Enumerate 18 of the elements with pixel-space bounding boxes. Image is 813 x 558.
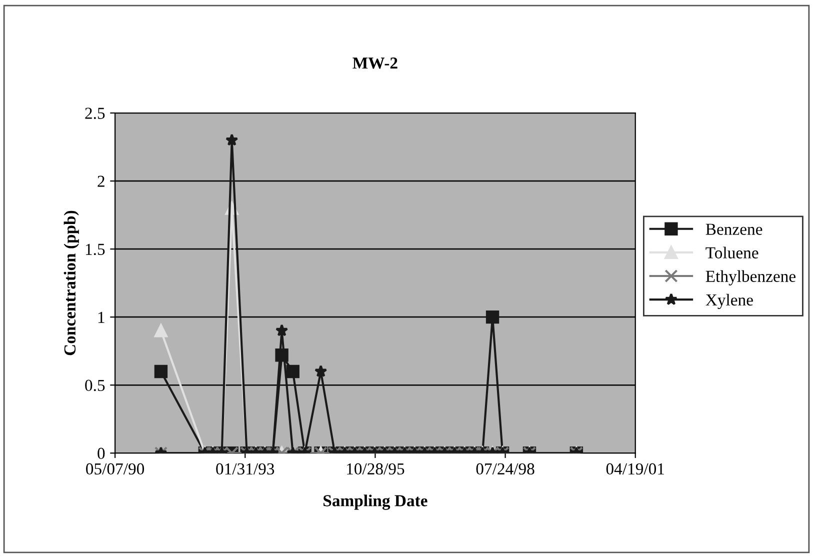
legend-label: Ethylbenzene — [706, 270, 796, 286]
x-tick-label: 01/31/93 — [216, 463, 274, 475]
x-tick-label: 04/19/01 — [606, 463, 664, 475]
y-tick-label: 1.5 — [86, 244, 105, 256]
y-tick-label: 0.5 — [85, 380, 105, 392]
x-tick-label: 05/07/90 — [86, 463, 144, 475]
y-tick-label: 2.5 — [85, 108, 105, 120]
x-tick-label: 07/24/98 — [476, 463, 534, 475]
y-axis-title: Concentration (ppb) — [64, 210, 79, 356]
chart-title: MW-2 — [352, 58, 398, 69]
legend-label: Toluene — [706, 246, 758, 258]
y-tick-label: 0 — [98, 448, 105, 460]
y-tick-label: 2 — [98, 176, 104, 187]
y-tick-label: 1 — [98, 312, 104, 323]
legend-label: Benzene — [706, 224, 762, 235]
x-axis-title: Sampling Date — [324, 494, 428, 510]
legend-label: Xylene — [706, 294, 753, 310]
x-tick-label: 10/28/95 — [347, 463, 404, 475]
